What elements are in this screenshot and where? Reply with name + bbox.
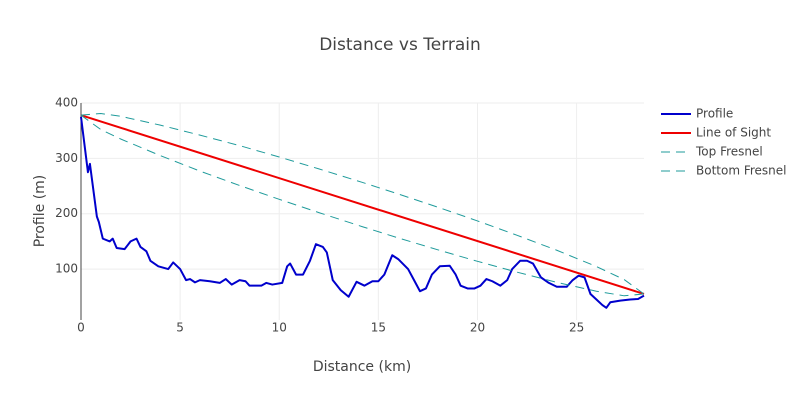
legend-label: Profile bbox=[696, 107, 733, 121]
y-tick-label: 300 bbox=[55, 151, 78, 165]
series-line bbox=[80, 116, 645, 309]
legend-label: Bottom Fresnel bbox=[696, 164, 787, 178]
x-axis-title: Distance (km) bbox=[313, 359, 411, 375]
legend-label: Top Fresnel bbox=[695, 145, 763, 159]
x-tick-label: 15 bbox=[371, 321, 386, 335]
series-line bbox=[80, 114, 645, 295]
x-tick-label: 5 bbox=[176, 321, 184, 335]
y-tick-label: 400 bbox=[55, 96, 78, 110]
x-tick-label: 20 bbox=[470, 321, 485, 335]
chart-title: Distance vs Terrain bbox=[319, 35, 481, 55]
series-line bbox=[80, 113, 645, 295]
x-tick-label: 0 bbox=[77, 321, 85, 335]
x-tick-label: 10 bbox=[272, 321, 287, 335]
y-axis-title: Profile (m) bbox=[32, 175, 48, 248]
y-tick-label: 200 bbox=[55, 206, 78, 220]
legend-label: Line of Sight bbox=[696, 126, 771, 140]
y-tick-label: 100 bbox=[55, 262, 78, 276]
series-line bbox=[80, 114, 645, 297]
x-tick-label: 25 bbox=[569, 321, 584, 335]
